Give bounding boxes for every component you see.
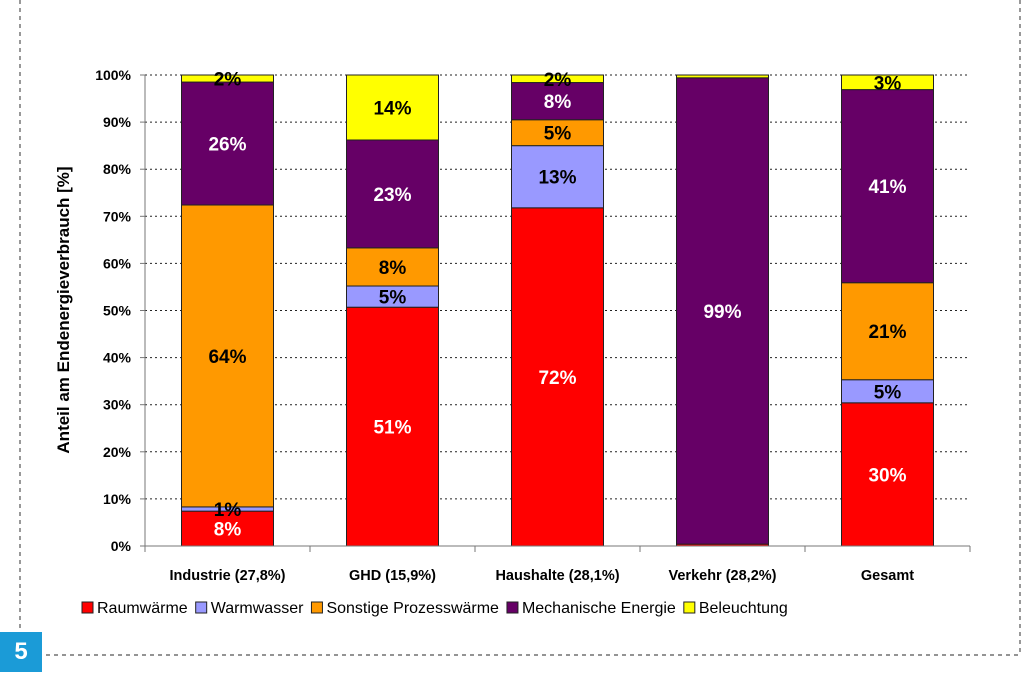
y-tick-label: 90% [103, 114, 132, 130]
data-label: 21% [868, 322, 906, 343]
bar-segment-sonstige-prozesswärme [511, 119, 604, 147]
data-label: 5% [379, 288, 407, 309]
y-tick-label: 80% [103, 161, 132, 177]
bar-segment-mechanische-energie [676, 77, 769, 545]
y-tick-label: 20% [103, 444, 132, 460]
legend-swatch [195, 601, 208, 614]
figure-number-badge: 5 [0, 632, 42, 672]
y-tick-label: 0% [111, 538, 132, 554]
data-label: 3% [874, 73, 902, 94]
y-tick-label: 10% [103, 491, 132, 507]
bar-segment-beleuchtung [841, 74, 934, 91]
y-tick-label: 40% [103, 350, 132, 366]
bar-segment-mechanische-energie [181, 81, 274, 206]
legend-swatch [683, 601, 696, 614]
data-label: 64% [208, 347, 246, 368]
legend-label: Warmwasser [211, 600, 304, 617]
data-label: 8% [379, 258, 407, 279]
x-tick-label: Gesamt [861, 568, 914, 584]
bar-segment-raumwärme [346, 306, 439, 547]
data-label: 5% [874, 382, 902, 403]
legend-swatch [81, 601, 94, 614]
bar-segment-raumwärme [841, 402, 934, 547]
data-label: 26% [208, 135, 246, 156]
x-tick-label: GHD (15,9%) [349, 568, 436, 584]
x-tick-label: Haushalte (28,1%) [495, 568, 619, 584]
bar-segment-sonstige-prozesswärme [841, 282, 934, 381]
y-axis-title: Anteil am Endenergieverbrauch [%] [54, 166, 73, 453]
y-tick-label: 30% [103, 397, 132, 413]
bar-segment-mechanische-energie [511, 82, 604, 121]
data-label: 5% [544, 124, 572, 145]
legend-label: Beleuchtung [699, 600, 788, 617]
bar-segment-raumwärme [511, 207, 604, 547]
data-label: 14% [373, 98, 411, 119]
data-label: 72% [538, 368, 576, 389]
data-label: 2% [544, 70, 572, 91]
data-label: 99% [703, 302, 741, 323]
data-label: 30% [868, 465, 906, 486]
y-tick-label: 50% [103, 303, 132, 319]
bar-segment-raumwärme [181, 510, 274, 547]
bar-segment-sonstige-prozesswärme [181, 204, 274, 508]
data-label: 8% [544, 92, 572, 113]
bar-segment-beleuchtung [676, 74, 769, 79]
bar-segment-mechanische-energie [841, 89, 934, 284]
y-tick-label: 100% [95, 67, 131, 83]
data-label: 41% [868, 177, 906, 198]
bar-segment-mechanische-energie [346, 139, 439, 249]
legend-label: Sonstige Prozesswärme [326, 600, 499, 617]
bar-segment-sonstige-prozesswärme [346, 247, 439, 287]
x-tick-label: Industrie (27,8%) [169, 568, 285, 584]
data-label: 23% [373, 185, 411, 206]
x-tick-label: Verkehr (28,2%) [668, 568, 776, 584]
y-tick-label: 70% [103, 208, 132, 224]
data-label: 8% [214, 520, 242, 541]
legend-label: Raumwärme [97, 600, 188, 617]
y-tick-label: 60% [103, 255, 132, 271]
data-label: 13% [538, 168, 576, 189]
legend-swatch [310, 601, 323, 614]
legend-swatch [506, 601, 519, 614]
bar-segment-beleuchtung [511, 74, 604, 84]
bar-segment-beleuchtung [346, 74, 439, 141]
bar-segment-beleuchtung [181, 74, 274, 83]
data-label: 2% [214, 70, 242, 91]
legend-label: Mechanische Energie [522, 600, 676, 617]
data-label: 51% [373, 418, 411, 439]
data-label: 1% [214, 500, 242, 521]
